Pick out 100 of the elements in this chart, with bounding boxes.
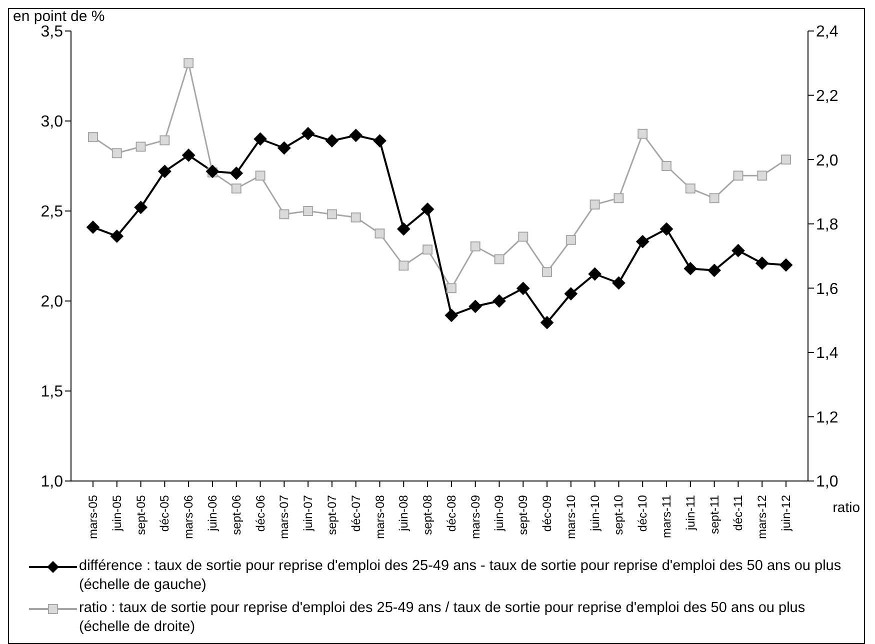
y2-tick-label: 2,2	[816, 88, 838, 105]
x-tick-label: déc-11	[731, 494, 746, 531]
point	[590, 200, 600, 210]
point	[278, 142, 291, 154]
y-axis-title: en point de %	[12, 8, 106, 25]
y-tick-label: 1,5	[40, 384, 64, 401]
x-tick-label: déc-07	[348, 494, 363, 532]
point	[422, 244, 433, 255]
point	[636, 235, 650, 248]
point	[470, 241, 480, 252]
y2-tick-label: 1,6	[816, 280, 838, 298]
point	[397, 222, 410, 236]
x-tick-label: juin-06	[205, 494, 220, 532]
point	[708, 264, 721, 277]
x-tick-label: déc-05	[158, 494, 172, 532]
point	[254, 132, 267, 146]
point	[542, 267, 552, 278]
x-tick-label: sept-11	[707, 494, 722, 534]
point	[492, 294, 506, 308]
point	[468, 300, 482, 313]
point	[158, 164, 172, 178]
point	[685, 184, 696, 194]
point	[732, 244, 745, 258]
point	[160, 135, 170, 146]
x-tick-label: déc-08	[444, 494, 458, 532]
x-tick-label: sept-07	[324, 494, 339, 536]
point	[756, 256, 769, 270]
point	[86, 220, 100, 234]
x-tick-label: juin-09	[492, 494, 506, 532]
point	[325, 134, 338, 148]
legend-label: ratio : taux de sortie pour reprise d'emploi des 25-49 ans / taux de sortie pour reprise d'emploi des 50 ans ou plus (échelle de droite)	[79, 599, 806, 637]
y2-axis-title: ratio	[832, 499, 860, 515]
point	[446, 283, 456, 294]
x-tick-label: juin-11	[683, 494, 698, 532]
point	[709, 193, 720, 204]
point	[350, 212, 361, 222]
x-tick-label: sept-06	[229, 494, 244, 536]
x-tick-label: mars-12	[755, 494, 770, 540]
x-tick-label: sept-08	[420, 494, 435, 536]
point	[494, 254, 504, 264]
x-tick-label: juin-12	[779, 494, 793, 532]
point	[612, 276, 626, 290]
y-tick-label: 2,0	[40, 294, 64, 311]
x-tick-label: mars-05	[86, 494, 100, 540]
point	[88, 132, 98, 142]
y-tick-label: 1,0	[40, 474, 64, 491]
x-tick-label: déc-10	[636, 494, 650, 532]
y2-tick-label: 1,4	[816, 345, 838, 362]
y2-tick-label: 1,8	[816, 216, 838, 234]
x-tick-label: juin-05	[110, 494, 124, 532]
point	[780, 258, 792, 272]
y2-tick-label: 1,2	[816, 409, 838, 426]
point	[184, 58, 194, 68]
y2-tick-label: 1,0	[816, 474, 838, 491]
point	[566, 234, 576, 245]
point	[757, 170, 768, 181]
x-tick-label: mars-09	[468, 494, 482, 540]
y-tick-label: 3,5	[40, 24, 64, 41]
x-tick-label: mars-08	[372, 494, 387, 540]
point	[516, 282, 530, 295]
point	[540, 316, 554, 330]
x-tick-label: mars-11	[660, 494, 674, 538]
x-tick-label: mars-06	[182, 494, 196, 540]
point	[588, 268, 602, 280]
point	[279, 209, 290, 220]
x-tick-label: sept-10	[612, 494, 626, 536]
point	[206, 164, 219, 178]
y-tick-label: 3,0	[40, 114, 64, 131]
point	[660, 222, 674, 236]
y2-tick-label: 2,0	[816, 152, 838, 170]
x-tick-label: juin-07	[301, 494, 316, 532]
point	[614, 193, 624, 204]
point	[638, 128, 648, 139]
y-tick-label: 2,5	[40, 204, 64, 221]
point	[182, 148, 196, 162]
point	[230, 166, 243, 180]
point	[781, 154, 791, 165]
point	[326, 209, 337, 220]
x-tick-label: déc-09	[540, 494, 554, 532]
point	[303, 206, 314, 216]
x-tick-label: sept-09	[516, 494, 530, 536]
point	[373, 134, 386, 148]
point	[136, 142, 146, 152]
point	[564, 287, 578, 300]
point	[349, 128, 362, 142]
point	[110, 230, 124, 243]
point	[255, 170, 266, 181]
point	[302, 127, 315, 140]
point	[112, 148, 122, 158]
point	[421, 202, 434, 216]
x-tick-label: déc-06	[253, 494, 268, 532]
point	[398, 260, 409, 271]
point	[733, 170, 744, 181]
point	[231, 184, 242, 194]
point	[662, 161, 672, 171]
x-tick-label: mars-10	[564, 494, 578, 540]
point	[518, 232, 528, 242]
y2-tick-label: 2,4	[816, 24, 838, 41]
point	[684, 262, 697, 276]
x-tick-label: mars-07	[277, 494, 292, 540]
